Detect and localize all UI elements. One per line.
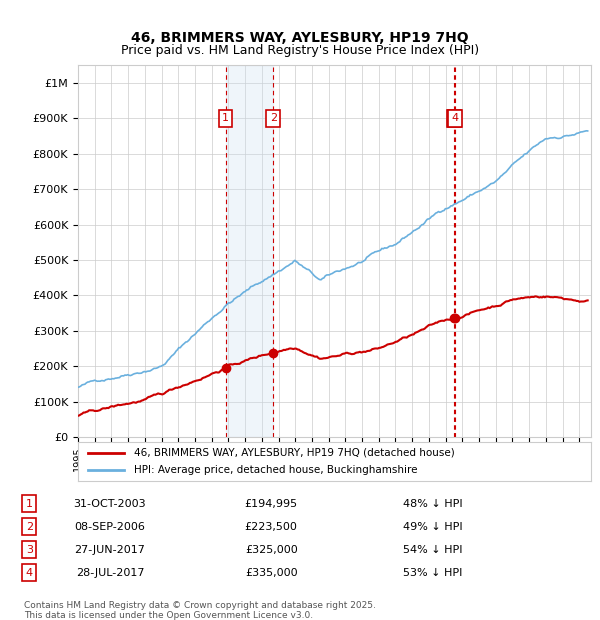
Text: 1: 1 [222, 113, 229, 123]
Text: HPI: Average price, detached house, Buckinghamshire: HPI: Average price, detached house, Buck… [134, 465, 418, 475]
Text: 08-SEP-2006: 08-SEP-2006 [74, 521, 145, 532]
Text: 4: 4 [452, 113, 459, 123]
Text: Contains HM Land Registry data © Crown copyright and database right 2025.: Contains HM Land Registry data © Crown c… [24, 601, 376, 609]
Text: 53% ↓ HPI: 53% ↓ HPI [403, 567, 462, 578]
Text: £325,000: £325,000 [245, 544, 298, 555]
Text: 46, BRIMMERS WAY, AYLESBURY, HP19 7HQ: 46, BRIMMERS WAY, AYLESBURY, HP19 7HQ [131, 32, 469, 45]
Text: £335,000: £335,000 [245, 567, 298, 578]
Text: 31-OCT-2003: 31-OCT-2003 [74, 498, 146, 509]
Text: 2: 2 [26, 521, 33, 532]
Text: 28-JUL-2017: 28-JUL-2017 [76, 567, 144, 578]
Text: 4: 4 [26, 567, 33, 578]
Text: 49% ↓ HPI: 49% ↓ HPI [403, 521, 462, 532]
Text: 2: 2 [270, 113, 277, 123]
Text: 1: 1 [26, 498, 33, 509]
Text: 3: 3 [451, 113, 457, 123]
Text: 48% ↓ HPI: 48% ↓ HPI [403, 498, 462, 509]
Bar [226, 65, 274, 437]
Text: This data is licensed under the Open Government Licence v3.0.: This data is licensed under the Open Gov… [24, 611, 313, 619]
Text: 27-JUN-2017: 27-JUN-2017 [74, 544, 145, 555]
Text: £194,995: £194,995 [245, 498, 298, 509]
Text: 54% ↓ HPI: 54% ↓ HPI [403, 544, 462, 555]
Text: 3: 3 [26, 544, 33, 555]
Text: Price paid vs. HM Land Registry's House Price Index (HPI): Price paid vs. HM Land Registry's House … [121, 45, 479, 57]
Text: £223,500: £223,500 [245, 521, 298, 532]
Text: 46, BRIMMERS WAY, AYLESBURY, HP19 7HQ (detached house): 46, BRIMMERS WAY, AYLESBURY, HP19 7HQ (d… [134, 448, 455, 458]
